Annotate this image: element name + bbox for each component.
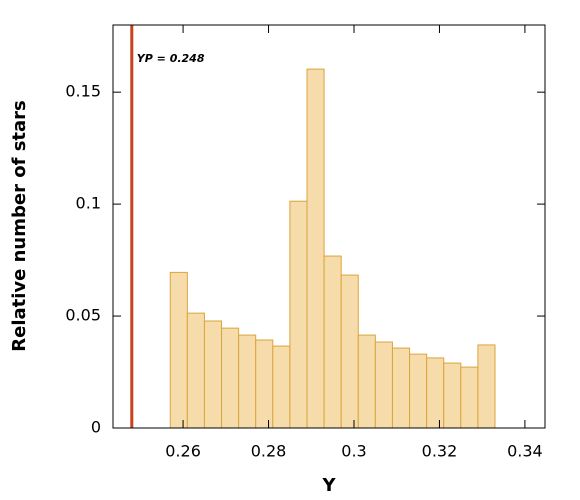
- bar: [238, 334, 257, 429]
- y-tick-label: 0.15: [65, 82, 101, 101]
- y-axis-title: Relative number of stars: [9, 100, 30, 352]
- bar: [477, 344, 496, 429]
- bar: [186, 312, 205, 429]
- y-tick-label: 0: [91, 418, 101, 437]
- bar: [357, 334, 376, 429]
- plot-frame: [112, 24, 546, 429]
- bar: [374, 341, 393, 429]
- bar: [460, 366, 479, 429]
- bar: [272, 345, 291, 429]
- annotation: YP = 0.248: [137, 52, 205, 65]
- bar: [409, 353, 428, 429]
- y-tick-label: 0.1: [76, 194, 101, 213]
- x-axis-title: Y: [321, 475, 336, 496]
- x-tick-label: 0.32: [422, 442, 458, 461]
- bar: [426, 357, 445, 429]
- x-tick-label: 0.28: [251, 442, 287, 461]
- bar: [340, 274, 359, 429]
- x-tick-label: 0.26: [165, 442, 201, 461]
- bar: [391, 347, 411, 429]
- bar: [306, 68, 325, 429]
- bar: [255, 339, 274, 429]
- x-tick-label: 0.3: [341, 442, 366, 461]
- bar: [203, 320, 223, 429]
- bar: [169, 271, 188, 429]
- y-tick-label: 0.05: [65, 306, 101, 325]
- bar: [443, 362, 462, 429]
- x-tick-label: 0.34: [507, 442, 543, 461]
- bar: [221, 327, 240, 429]
- bar: [323, 255, 342, 429]
- bar: [289, 200, 308, 429]
